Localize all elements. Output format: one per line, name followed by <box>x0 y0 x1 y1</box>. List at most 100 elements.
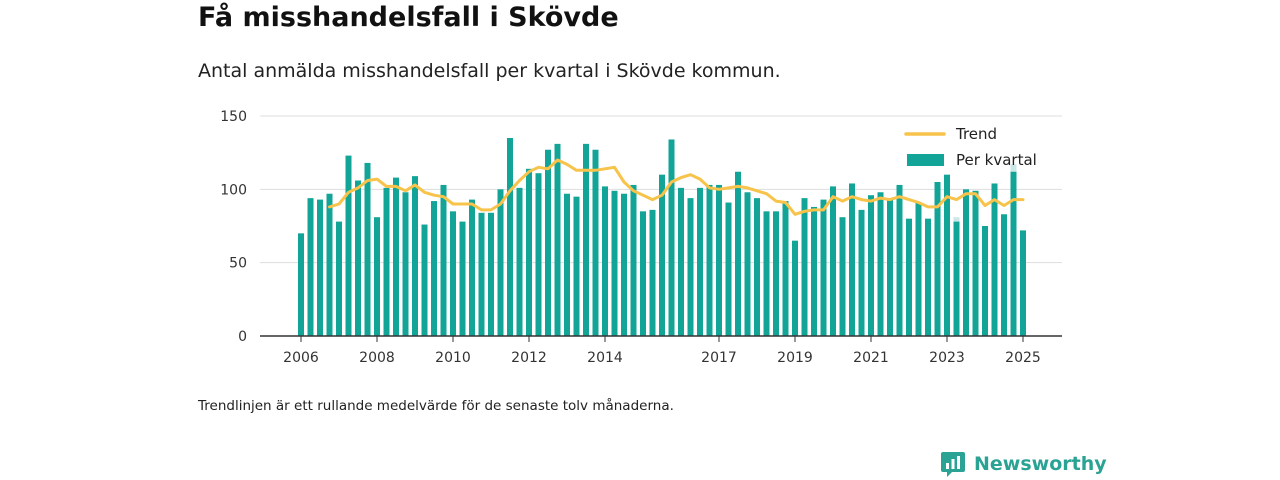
bar <box>649 209 656 336</box>
bar <box>326 193 333 336</box>
bar <box>374 217 380 336</box>
legend: Trend Per kvartal <box>904 125 1037 169</box>
bar <box>811 206 817 336</box>
bar <box>459 221 466 336</box>
x-tick-label: 2012 <box>511 350 547 366</box>
bar <box>887 199 893 336</box>
x-tick-label: 2014 <box>587 350 623 366</box>
x-tick-label: 2023 <box>929 350 965 366</box>
bar <box>469 199 475 336</box>
bar <box>450 211 456 336</box>
bar <box>830 186 836 336</box>
bar <box>573 196 580 336</box>
bar <box>345 155 352 336</box>
y-tick-label: 50 <box>229 256 247 272</box>
bar <box>706 184 713 336</box>
x-tick-label: 2019 <box>777 350 813 366</box>
bar-preliminary <box>953 217 960 222</box>
trend-line-group <box>328 158 1025 216</box>
bar <box>336 221 342 336</box>
bar <box>972 190 979 336</box>
bar <box>630 184 637 336</box>
bar <box>687 198 694 336</box>
bar <box>1020 230 1026 336</box>
bar <box>412 176 418 336</box>
x-tick-label: 2008 <box>359 350 395 366</box>
bar <box>659 174 665 336</box>
y-axis: 0 50 100 150 <box>220 109 247 345</box>
chart-subtitle: Antal anmälda misshandelsfall per kvarta… <box>198 60 781 82</box>
bar <box>963 189 969 336</box>
bar <box>1010 171 1017 336</box>
legend-label: Per kvartal <box>956 151 1037 169</box>
bar <box>906 218 912 336</box>
bar <box>364 162 371 336</box>
x-axis: 2006 2008 2010 2012 2014 2017 2019 2021 2023 2025 <box>260 335 1062 366</box>
bar <box>782 201 789 336</box>
x-tick-label: 2017 <box>701 350 737 366</box>
y-tick-label: 100 <box>220 182 247 198</box>
x-tick-label: 2021 <box>853 350 889 366</box>
bar <box>858 209 865 336</box>
legend-label: Trend <box>955 125 997 143</box>
footnote: Trendlinjen är ett rullande medelvärde f… <box>198 398 674 414</box>
bar <box>820 199 827 336</box>
bar <box>592 149 599 336</box>
y-tick-label: 150 <box>220 109 247 125</box>
bar <box>678 187 684 336</box>
bar <box>944 174 950 336</box>
chart-title: Få misshandelsfall i Skövde <box>198 2 619 33</box>
bar <box>478 212 485 336</box>
bar <box>440 184 447 336</box>
bar <box>611 190 618 336</box>
bar <box>554 143 561 336</box>
bar <box>507 138 513 336</box>
bar <box>564 193 570 336</box>
bar <box>526 168 532 336</box>
bar <box>307 198 314 336</box>
bar <box>896 184 903 336</box>
bar <box>1001 214 1007 336</box>
bar <box>402 192 409 336</box>
bar <box>982 226 988 336</box>
bar <box>849 183 855 336</box>
bar <box>535 173 542 336</box>
bars <box>298 138 1026 336</box>
bar <box>792 240 798 336</box>
x-tick-label: 2025 <box>1005 350 1041 366</box>
bar <box>839 217 846 336</box>
bar <box>801 198 808 336</box>
bar <box>744 192 751 336</box>
bar-preliminary <box>1010 164 1017 172</box>
bar <box>668 139 675 336</box>
brand-name: Newsworthy <box>974 453 1107 475</box>
bar <box>317 199 323 336</box>
bar <box>763 211 770 336</box>
bar <box>583 143 589 336</box>
bar <box>716 184 722 336</box>
bar <box>545 149 551 336</box>
bar <box>697 187 703 336</box>
bar <box>602 186 608 336</box>
bar <box>621 193 627 336</box>
bar <box>393 177 399 336</box>
x-tick-label: 2010 <box>435 350 471 366</box>
bar <box>915 202 922 336</box>
bar <box>991 183 998 336</box>
bar <box>355 180 361 336</box>
bar <box>877 192 884 336</box>
trend-line <box>328 158 1025 216</box>
bar <box>868 195 874 336</box>
brand: Newsworthy <box>940 450 1107 478</box>
bar <box>754 198 760 336</box>
bar <box>497 189 504 336</box>
bar <box>421 224 428 336</box>
legend-bar-swatch <box>907 154 944 166</box>
bar <box>298 233 304 336</box>
bar <box>725 202 732 336</box>
bar <box>773 211 779 336</box>
bar <box>925 218 931 336</box>
y-tick-label: 0 <box>238 329 247 345</box>
bar <box>383 187 390 336</box>
